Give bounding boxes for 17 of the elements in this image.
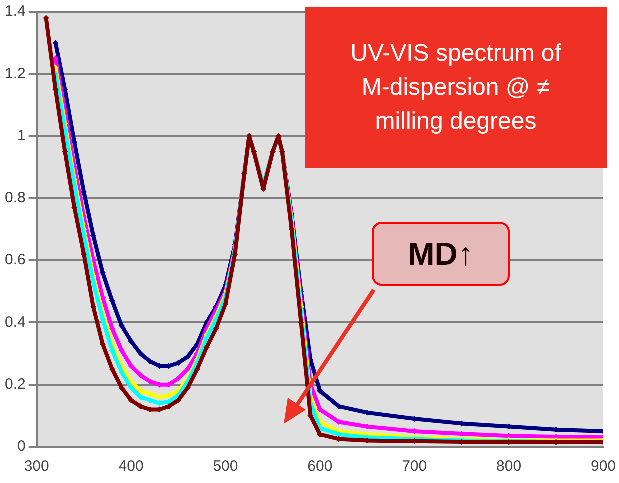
note-panel: MD↑ (372, 222, 510, 286)
y-tick-label: 0 (18, 438, 26, 456)
y-tick-label: 0.6 (4, 252, 26, 269)
y-tick-label: 1.2 (4, 65, 26, 82)
x-tick-label: 900 (590, 458, 616, 476)
y-tick-label: 0.2 (4, 376, 26, 393)
x-tick-label: 800 (496, 458, 522, 476)
y-tick-label: 1 (18, 127, 26, 144)
x-tick-label: 600 (308, 458, 333, 476)
x-tick-label: 500 (213, 458, 238, 476)
x-tick-label: 300 (24, 458, 50, 476)
y-tick-label: 0.8 (4, 190, 26, 207)
title-panel: UV-VIS spectrum of M-dispersion @ ≠ milling degrees (305, 7, 607, 168)
y-tick-label: 0.4 (4, 314, 26, 331)
x-tick-label: 400 (118, 458, 144, 476)
y-tick-label: 1.4 (4, 3, 26, 20)
x-tick-label: 700 (402, 458, 428, 476)
